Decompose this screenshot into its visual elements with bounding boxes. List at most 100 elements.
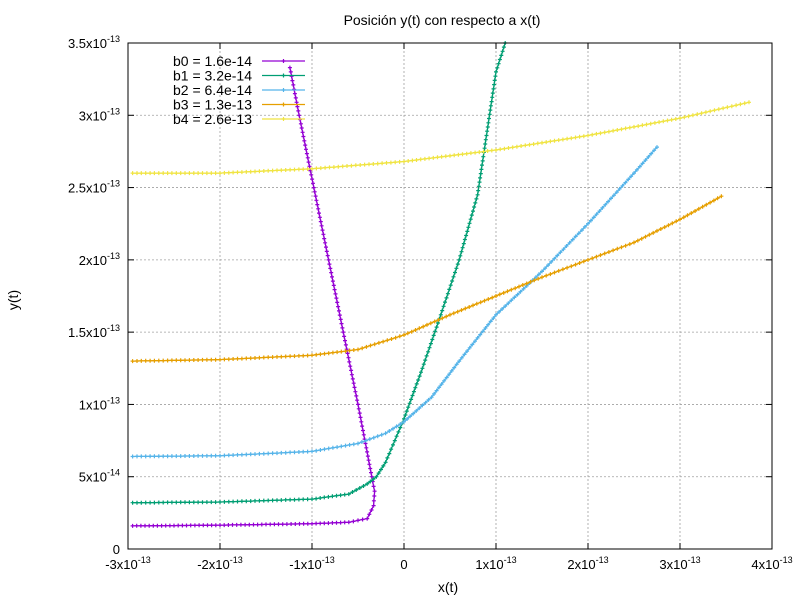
data-point — [528, 279, 533, 284]
data-point — [305, 521, 310, 526]
y-tick-mantissa: 1.5x10 — [68, 325, 107, 340]
data-point — [492, 82, 497, 87]
data-point — [443, 300, 447, 305]
data-point — [747, 100, 751, 105]
data-point — [165, 454, 170, 459]
data-point — [172, 523, 176, 528]
data-point — [342, 334, 347, 339]
data-point — [336, 164, 341, 169]
data-point — [332, 287, 337, 292]
data-point — [161, 500, 166, 505]
data-point — [230, 522, 235, 527]
data-point — [609, 196, 613, 201]
grid — [128, 43, 772, 549]
data-point — [510, 145, 515, 150]
data-point — [406, 159, 411, 163]
data-point — [305, 449, 310, 454]
data-point — [339, 444, 344, 449]
data-point — [155, 523, 160, 528]
data-point — [396, 429, 401, 434]
data-point — [196, 500, 201, 505]
data-point — [329, 270, 334, 275]
data-point — [413, 385, 418, 390]
data-point — [244, 169, 249, 174]
data-point — [318, 521, 323, 526]
data-point — [311, 181, 315, 186]
data-point — [239, 170, 244, 175]
data-point — [152, 358, 157, 363]
data-point — [492, 78, 497, 83]
data-point — [303, 143, 308, 148]
data-point — [313, 194, 318, 199]
data-point — [326, 351, 331, 356]
x-axis-label: x(t) — [438, 579, 458, 595]
data-point — [501, 290, 506, 295]
data-point — [417, 326, 422, 331]
data-point — [365, 454, 370, 459]
data-point — [135, 454, 139, 459]
data-point — [696, 206, 701, 211]
data-point — [183, 454, 187, 458]
data-point — [218, 523, 222, 528]
data-point — [606, 250, 611, 254]
data-point — [367, 462, 372, 467]
data-point — [383, 460, 388, 465]
data-point — [266, 451, 271, 456]
data-point — [292, 87, 297, 92]
data-point — [417, 406, 422, 411]
data-point — [261, 169, 266, 173]
series-1 — [130, 41, 508, 505]
data-point — [611, 248, 616, 253]
data-point — [222, 499, 227, 504]
data-point — [427, 345, 432, 350]
data-point — [652, 120, 657, 125]
data-point — [658, 227, 663, 231]
data-point — [314, 166, 319, 171]
data-point — [721, 106, 726, 111]
data-point — [342, 492, 347, 497]
data-point — [283, 168, 288, 172]
data-point — [637, 164, 642, 169]
data-point — [291, 82, 296, 87]
data-point — [222, 523, 227, 528]
data-point — [165, 500, 170, 505]
data-point — [183, 171, 187, 176]
data-point — [485, 125, 490, 129]
data-point — [178, 358, 183, 363]
data-point — [226, 523, 231, 527]
data-point — [464, 233, 469, 238]
data-point — [402, 333, 406, 337]
x-tick-label: 4x10-13 — [751, 555, 792, 572]
data-point — [398, 422, 403, 427]
data-point — [257, 451, 262, 456]
data-point — [292, 354, 297, 359]
data-point — [296, 497, 301, 502]
data-point — [509, 287, 514, 292]
data-point — [379, 467, 383, 472]
data-point — [356, 402, 360, 407]
data-point — [295, 104, 300, 109]
data-point — [323, 240, 328, 245]
data-point — [475, 192, 480, 197]
data-point — [531, 142, 536, 147]
data-point — [579, 228, 584, 233]
data-point — [629, 174, 634, 179]
data-point — [576, 231, 581, 236]
data-point — [655, 145, 659, 150]
data-point — [296, 167, 301, 172]
data-point — [556, 268, 561, 273]
data-point — [594, 212, 599, 217]
data-point — [573, 234, 578, 239]
data-point — [343, 443, 348, 448]
data-point — [459, 308, 464, 313]
data-point — [196, 358, 201, 362]
data-point — [310, 497, 314, 502]
y-tick-mantissa: 2.5x10 — [68, 181, 107, 196]
data-point — [617, 186, 622, 191]
data-point — [475, 335, 480, 340]
data-point — [438, 312, 443, 317]
data-point — [448, 312, 452, 317]
data-point — [174, 358, 179, 363]
data-point — [480, 158, 485, 163]
data-point — [472, 205, 477, 209]
